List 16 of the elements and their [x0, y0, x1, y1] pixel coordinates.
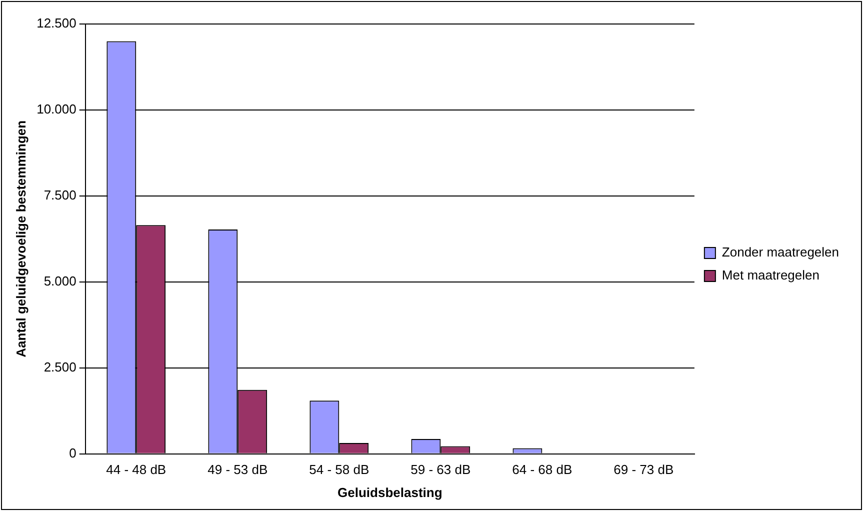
y-axis-title: Aantal geluidgevoelige bestemmingen	[13, 120, 28, 358]
y-tick-label: 5.000	[44, 273, 76, 288]
x-tick-label: 54 - 58 dB	[309, 462, 370, 478]
y-tick-label: 7.500	[44, 188, 76, 202]
y-tick-label: 0	[69, 445, 76, 460]
x-tick-label: 44 - 48 dB	[106, 462, 166, 478]
legend-label: Zonder maatregelen	[722, 244, 840, 260]
y-tick-label: 2.500	[44, 359, 76, 374]
x-tick-label: 69 - 73 dB	[614, 462, 674, 478]
x-tick-label: 59 - 63 dB	[410, 462, 471, 478]
y-tick-label: 10.000	[36, 102, 76, 117]
x-tick-label: 49 - 53 dB	[208, 462, 268, 478]
x-tick-label: 64 - 68 dB	[512, 462, 572, 478]
legend-label: Met maatregelen	[722, 268, 820, 283]
x-axis-title: Geluidsbelasting	[338, 484, 442, 500]
y-tick-label: 12.500	[36, 16, 76, 31]
